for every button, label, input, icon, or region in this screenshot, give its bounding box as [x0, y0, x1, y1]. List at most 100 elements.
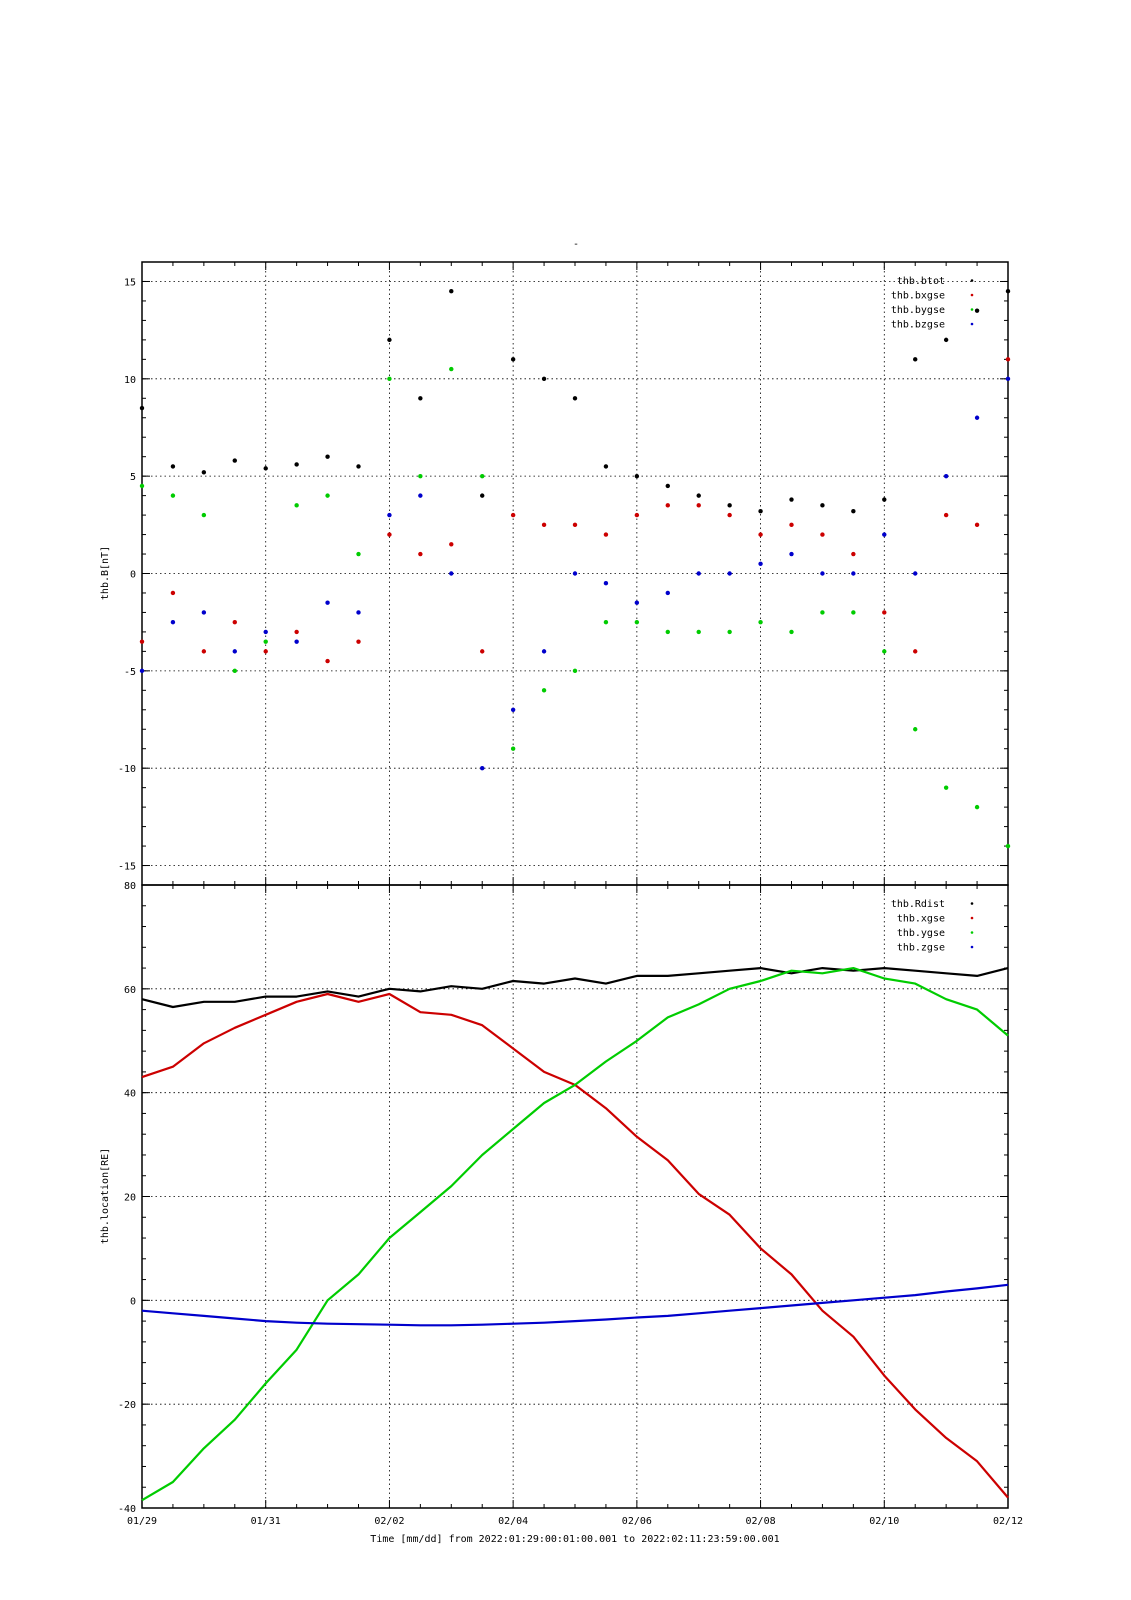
data-point: [387, 337, 392, 343]
legend-marker: [970, 322, 974, 326]
series-thb.bzgse: [139, 376, 1011, 771]
data-point: [139, 668, 145, 674]
data-point: [603, 464, 609, 469]
x-tick-labels: 01/29 01/31 02/02 02/04 02/06 02/08 02/10 02/12: [127, 1516, 1023, 1527]
data-point: [510, 746, 516, 751]
y-tick-label: 80: [124, 881, 136, 892]
data-point: [510, 707, 516, 712]
data-point: [758, 509, 763, 514]
data-point: [820, 532, 825, 537]
data-point: [356, 551, 361, 557]
data-point: [325, 600, 330, 605]
data-point: [232, 668, 237, 674]
legend-marker: [970, 902, 974, 905]
data-point: [882, 497, 887, 502]
data-point: [387, 532, 392, 537]
bottom-ticks: [141, 884, 1009, 1509]
data-point: [572, 396, 578, 401]
data-point: [882, 532, 887, 537]
data-point: [572, 522, 578, 528]
data-point: [541, 649, 547, 654]
data-point: [232, 458, 237, 463]
data-point: [325, 454, 330, 459]
data-point: [201, 512, 207, 518]
data-point: [541, 376, 547, 382]
data-point: [510, 512, 516, 518]
data-point: [541, 688, 547, 693]
y-tick-label: 10: [124, 375, 136, 386]
data-point: [139, 405, 145, 411]
x-tick-label: 01/31: [251, 1516, 281, 1527]
data-point: [913, 649, 918, 654]
data-point: [974, 308, 980, 313]
data-point: [696, 629, 701, 635]
data-point: [170, 590, 176, 596]
series-line-thb.zgse: [141, 1283, 1009, 1327]
data-point: [696, 571, 701, 576]
y-tick-label: -15: [118, 862, 136, 873]
legend-marker: [970, 308, 974, 311]
data-point: [851, 551, 856, 557]
data-point: [356, 610, 361, 615]
data-point: [201, 649, 207, 654]
data-point: [758, 561, 763, 566]
data-point: [170, 464, 176, 469]
x-tick-label: 02/04: [498, 1516, 528, 1527]
y-tick-label: -40: [118, 1504, 136, 1515]
data-point: [851, 610, 856, 615]
data-point: [665, 503, 670, 508]
data-point: [449, 571, 454, 576]
data-point: [634, 600, 640, 605]
data-point: [263, 466, 268, 471]
data-point: [851, 509, 856, 514]
data-point: [943, 337, 949, 343]
data-point: [634, 473, 640, 479]
series-line-thb.ygse: [141, 966, 1009, 1502]
data-point: [572, 571, 578, 576]
data-point: [139, 639, 145, 644]
data-point: [449, 366, 454, 372]
data-point: [294, 503, 299, 508]
series-line-thb.Rdist: [141, 966, 1009, 1009]
x-tick-label: 02/02: [374, 1516, 404, 1527]
data-point: [974, 804, 980, 810]
data-point: [201, 470, 207, 475]
top-ticks: [141, 261, 1009, 886]
x-tick-label: 02/06: [622, 1516, 652, 1527]
legend-label: thb.ygse: [897, 928, 945, 939]
data-point: [1005, 376, 1011, 382]
data-point: [572, 668, 578, 674]
data-point: [201, 610, 207, 615]
x-tick-label: 02/10: [869, 1516, 899, 1527]
data-point: [634, 512, 640, 518]
data-point: [170, 619, 176, 625]
data-point: [943, 785, 949, 790]
legend-label: thb.xgse: [897, 914, 945, 925]
legend-label: thb.zgse: [897, 943, 945, 954]
data-point: [387, 376, 392, 382]
y-tick-label: 0: [130, 570, 136, 581]
data-point: [634, 619, 640, 625]
data-point: [913, 357, 918, 362]
data-point: [665, 629, 670, 635]
data-point: [758, 619, 763, 625]
series-thb.btot: [139, 289, 1011, 514]
data-point: [170, 493, 176, 498]
data-point: [727, 629, 732, 635]
x-axis-label: Time [mm/dd] from 2022:01:29:00:01:00.00…: [370, 1534, 779, 1545]
data-point: [820, 610, 825, 615]
data-point: [913, 727, 918, 732]
bottom-y-tick-labels: -40 -20 0 20 40 60 80: [118, 881, 136, 1515]
data-point: [696, 493, 701, 498]
data-point: [789, 629, 794, 635]
y-tick-label: -5: [124, 667, 136, 678]
data-point: [789, 497, 794, 502]
series-thb.bygse: [139, 366, 1011, 849]
y-tick-label: 60: [124, 985, 136, 996]
data-point: [325, 658, 330, 664]
legend-marker: [970, 916, 974, 920]
data-point: [943, 512, 949, 518]
data-point: [851, 571, 856, 576]
data-point: [943, 473, 949, 479]
